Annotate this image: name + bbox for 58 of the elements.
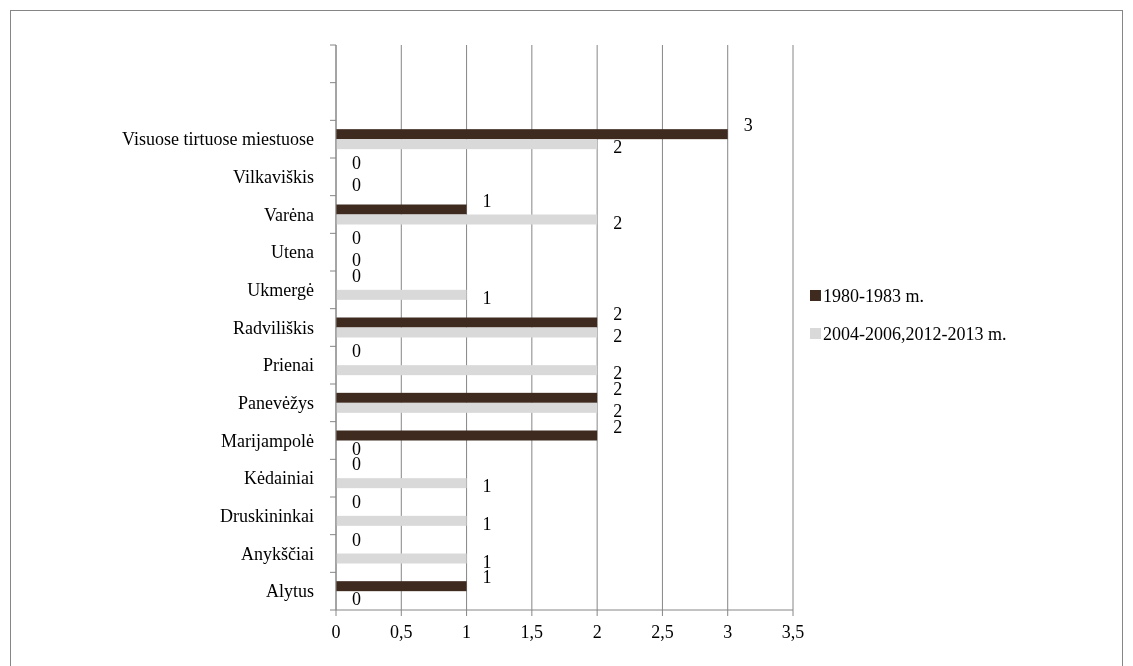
x-tick-label: 2: [592, 622, 602, 642]
data-label: 0: [352, 589, 361, 610]
data-label: 1: [482, 513, 492, 534]
y-tick-label: Kėdainiai: [244, 468, 314, 489]
data-label: 2: [613, 303, 623, 324]
data-label: 3: [743, 115, 753, 136]
data-label: 2: [613, 325, 623, 346]
x-tick-label: 3,5: [781, 622, 805, 642]
bar: [336, 317, 598, 328]
y-tick-label: Marijampolė: [221, 430, 314, 451]
bar: [336, 214, 598, 225]
bar: [336, 327, 598, 338]
data-label: 1: [482, 287, 492, 308]
y-tick-label: Varėna: [264, 204, 315, 225]
data-label: 0: [352, 529, 361, 550]
data-label: 0: [352, 341, 361, 362]
bar: [336, 430, 598, 441]
bar: [336, 553, 467, 564]
y-tick-label: Visuose tirtuose miestuose: [122, 129, 314, 150]
x-tick-label: 1,5: [520, 622, 544, 642]
data-label: 1: [482, 567, 492, 588]
data-label: 1: [482, 476, 492, 497]
data-label: 2: [613, 137, 623, 158]
bar: [336, 392, 598, 403]
legend-label: 1980-1983 m.: [823, 286, 924, 306]
y-tick-label: Alytus: [265, 581, 314, 602]
data-label: 2: [613, 212, 623, 233]
data-label: 0: [352, 491, 361, 512]
y-tick-label: Panevėžys: [238, 392, 314, 413]
x-tick-label: 3: [723, 622, 733, 642]
bar: [336, 129, 728, 140]
legend-label: 2004-2006,2012-2013 m.: [823, 324, 1007, 344]
x-tick-label: 0: [331, 622, 341, 642]
bar: [336, 365, 598, 376]
y-tick-label: Prienai: [263, 355, 314, 376]
bar: [336, 289, 467, 300]
y-tick-label: Druskininkai: [220, 505, 314, 526]
x-tick-label: 2,5: [651, 622, 674, 642]
x-tick-label: 0,5: [390, 622, 413, 642]
y-tick-label: Anykščiai: [241, 543, 314, 564]
data-label: 0: [352, 265, 361, 286]
bar: [336, 515, 467, 526]
data-label: 0: [352, 454, 361, 475]
data-label: 0: [352, 152, 361, 173]
y-tick-label: Ukmergė: [247, 279, 314, 300]
x-tick-label: 1: [462, 622, 472, 642]
bar: [336, 581, 467, 592]
y-tick-label: Utena: [271, 242, 314, 263]
data-label: 0: [352, 174, 361, 195]
data-label: 0: [352, 228, 361, 249]
y-tick-label: Vilkaviškis: [233, 166, 314, 187]
bar: [336, 139, 598, 150]
data-label: 1: [482, 190, 492, 211]
bar: [336, 204, 467, 215]
data-label: 2: [613, 378, 623, 399]
bar: [336, 478, 467, 489]
bar: [336, 402, 598, 413]
y-tick-label: Radviliškis: [232, 317, 314, 338]
